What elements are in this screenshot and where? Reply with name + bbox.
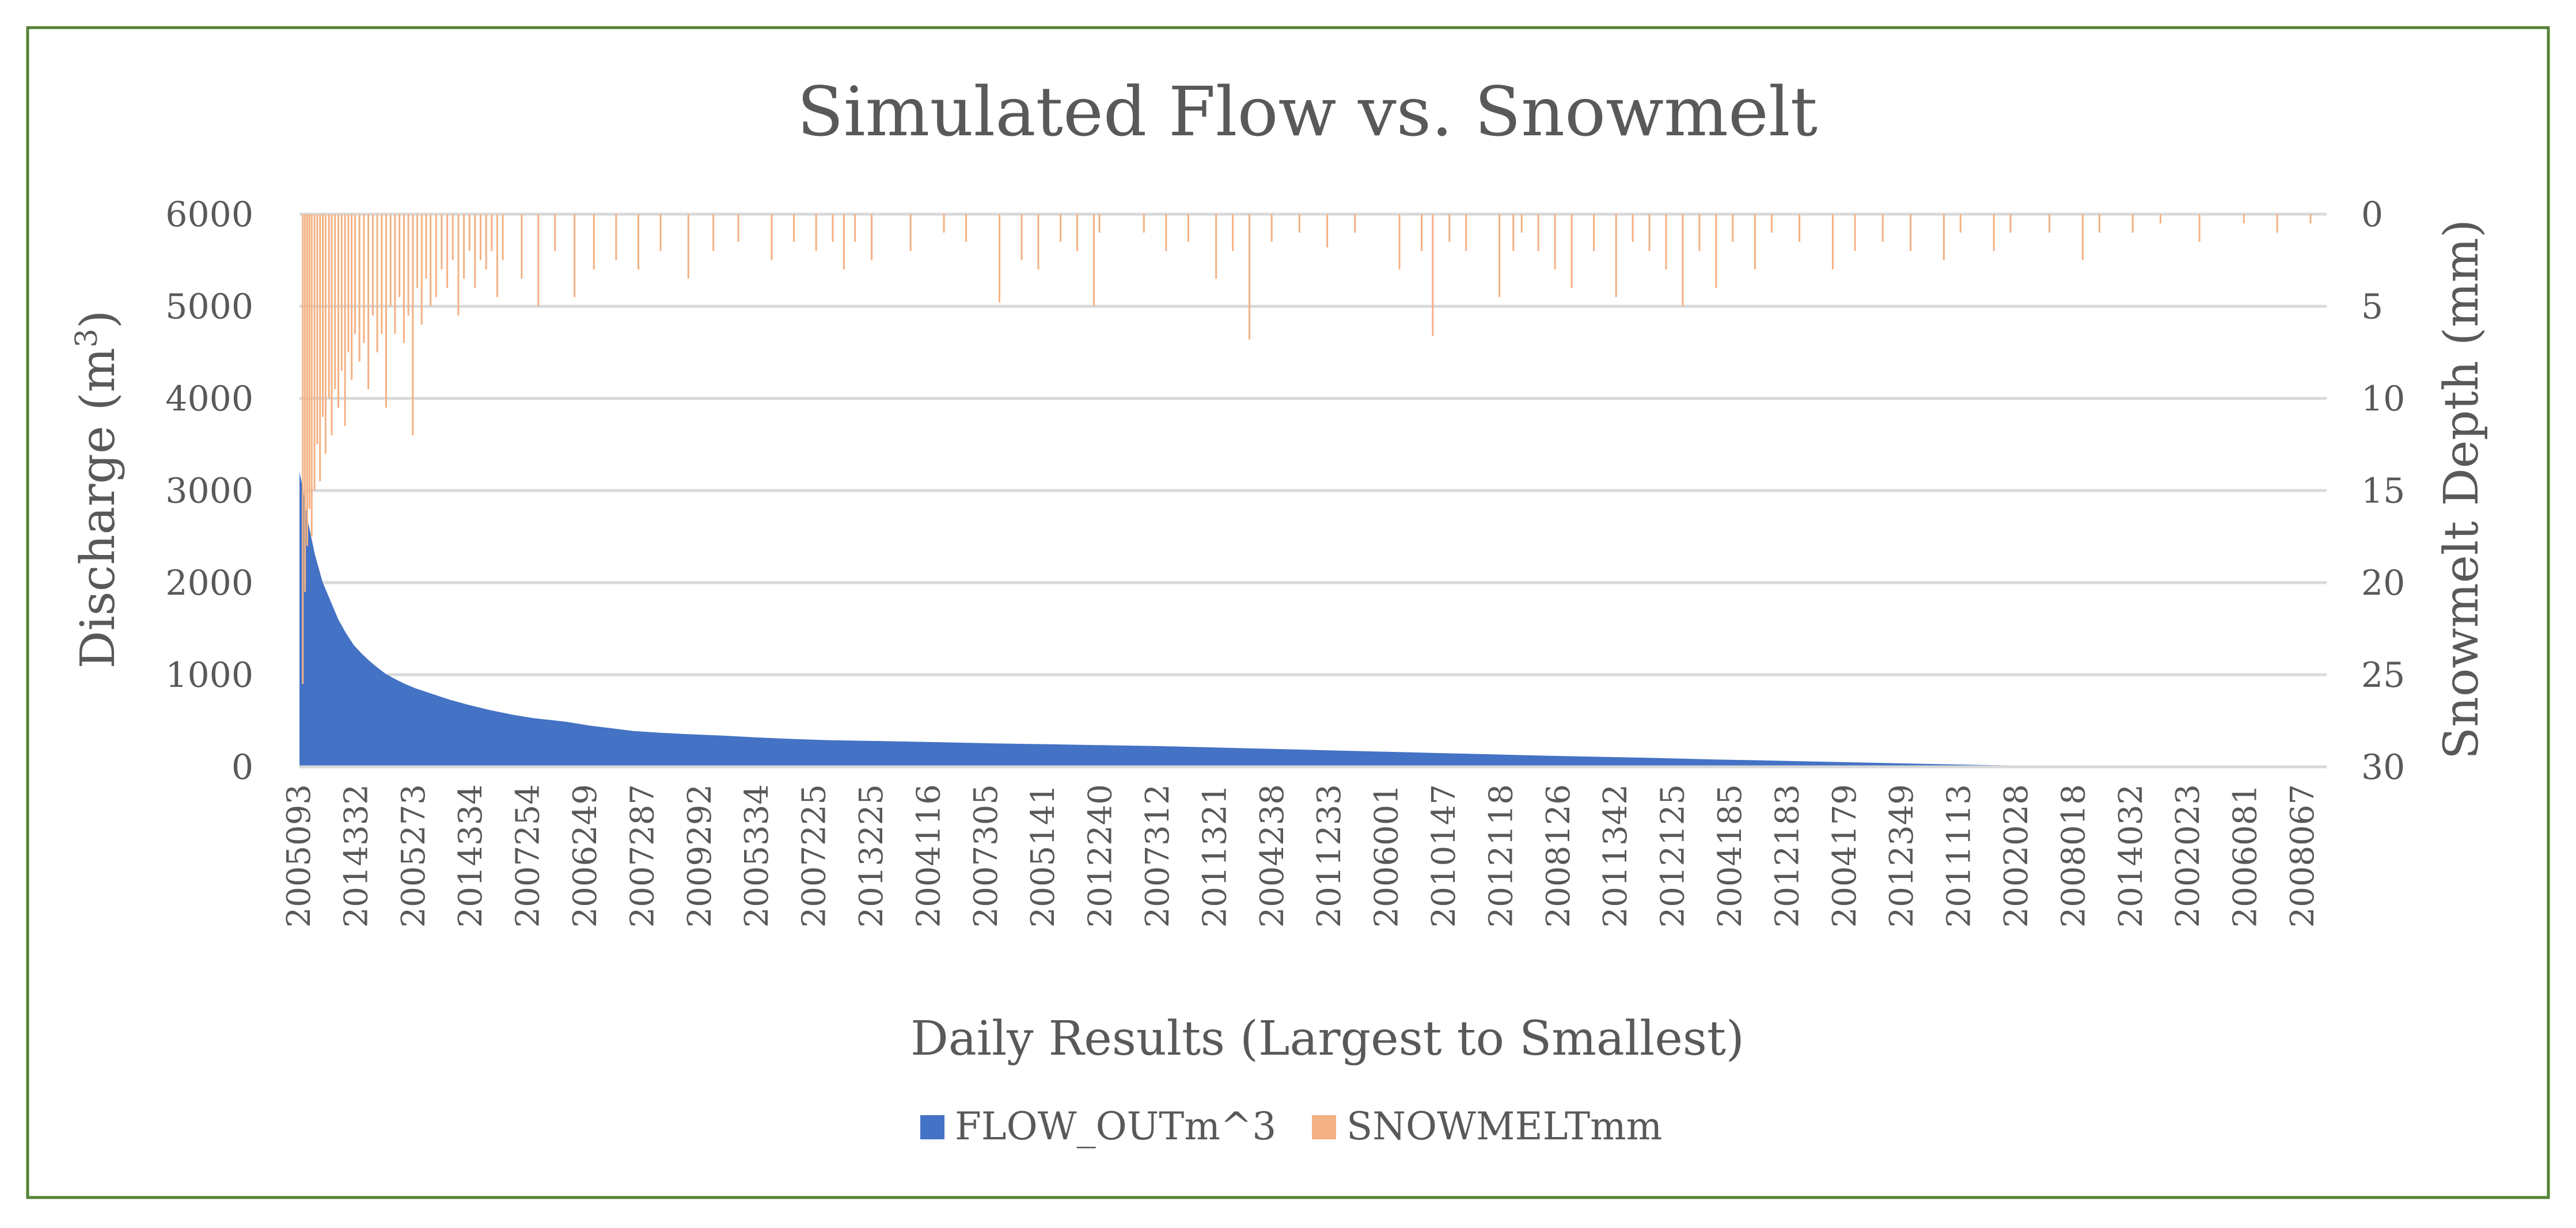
x-tick-label: 2008067	[2284, 784, 2321, 927]
x-tick-label: 2006249	[567, 784, 604, 927]
y-axis-title-end: )	[71, 310, 126, 329]
x-tick-label: 2008018	[2055, 784, 2092, 927]
x-tick-label: 2010147	[1425, 784, 1463, 927]
x-axis-title: Daily Results (Largest to Smallest)	[910, 1012, 1744, 1066]
y-axis-title-text: Discharge (m	[71, 348, 126, 669]
x-tick-label: 2012183	[1769, 784, 1806, 927]
y-tick-label: 5000	[165, 287, 253, 327]
x-tick-label: 2002028	[1998, 784, 2035, 927]
x-tick-label: 2012125	[1655, 784, 1692, 927]
y-axis-left: 0 1000 2000 3000 4000 5000 6000	[165, 195, 253, 788]
x-tick-label: 2005141	[1025, 784, 1062, 927]
x-tick-label: 2011342	[1597, 784, 1634, 927]
x-tick-label: 2012240	[1082, 784, 1120, 927]
x-tick-label: 2007254	[510, 784, 547, 927]
x-tick-label: 2005093	[280, 784, 318, 927]
y-tick-label: 3000	[165, 471, 253, 511]
snowmelt-series-layer	[302, 214, 2312, 684]
y2-tick-label: 5	[2361, 287, 2383, 327]
x-tick-label: 2008126	[1540, 784, 1577, 927]
x-tick-label: 2004185	[1712, 784, 1749, 927]
x-axis: 2005093 2014332 2005273 2014334 2007254 20062…	[280, 765, 2327, 927]
legend-label-flow: FLOW_OUTm^3	[955, 1104, 1276, 1149]
y2-tick-label: 25	[2361, 655, 2405, 695]
y-tick-label: 0	[232, 747, 253, 788]
flow-area	[299, 472, 2327, 767]
y-tick-label: 1000	[165, 655, 253, 695]
legend: FLOW_OUTm^3 SNOWMELTmm	[920, 1104, 1662, 1149]
legend-swatch-snowmelt	[1312, 1115, 1336, 1139]
x-tick-label: 2006001	[1368, 784, 1406, 927]
y-axis-right: 0 5 10 15 20 25 30	[2361, 195, 2405, 788]
x-tick-label: 2005334	[738, 784, 776, 927]
x-tick-label: 2007312	[1139, 784, 1177, 927]
x-tick-label: 2014032	[2112, 784, 2150, 927]
y2-tick-label: 10	[2361, 379, 2405, 419]
chart-title: Simulated Flow vs. Snowmelt	[797, 72, 1818, 151]
y2-tick-label: 30	[2361, 747, 2405, 788]
y-tick-label: 2000	[165, 563, 253, 603]
x-tick-label: 2009292	[681, 784, 719, 927]
x-tick-label: 2007305	[968, 784, 1005, 927]
y2-axis-title: Snowmelt Depth (mm)	[2434, 219, 2489, 759]
y-axis-title: Discharge (m3)	[70, 310, 126, 669]
x-tick-label: 2007225	[796, 784, 833, 927]
flow-series-layer	[299, 472, 2327, 767]
x-tick-label: 2012118	[1482, 784, 1520, 927]
y-tick-label: 6000	[165, 195, 253, 235]
x-tick-label: 2011321	[1196, 784, 1234, 927]
x-tick-label: 2007287	[624, 784, 661, 927]
x-tick-label: 2014334	[452, 784, 490, 927]
x-tick-label: 2004116	[910, 784, 947, 927]
y-tick-label: 4000	[165, 379, 253, 419]
y2-tick-label: 20	[2361, 563, 2405, 603]
x-tick-label: 2002023	[2169, 784, 2207, 927]
x-tick-label: 2012349	[1883, 784, 1921, 927]
x-tick-label: 2011113	[1941, 784, 1978, 927]
x-tick-label: 2006081	[2227, 784, 2264, 927]
x-tick-label: 2005273	[395, 784, 433, 927]
legend-swatch-flow	[920, 1115, 944, 1139]
y2-tick-label: 0	[2361, 195, 2383, 235]
x-tick-label: 2004179	[1826, 784, 1864, 927]
y2-tick-label: 15	[2361, 471, 2405, 511]
x-tick-label: 2004238	[1254, 784, 1291, 927]
legend-label-snowmelt: SNOWMELTmm	[1346, 1104, 1662, 1149]
x-tick-label: 2011233	[1311, 784, 1348, 927]
x-tick-label: 2014332	[337, 784, 375, 927]
y-axis-title-superscript: 3	[70, 329, 104, 348]
x-tick-label: 2013225	[853, 784, 890, 927]
